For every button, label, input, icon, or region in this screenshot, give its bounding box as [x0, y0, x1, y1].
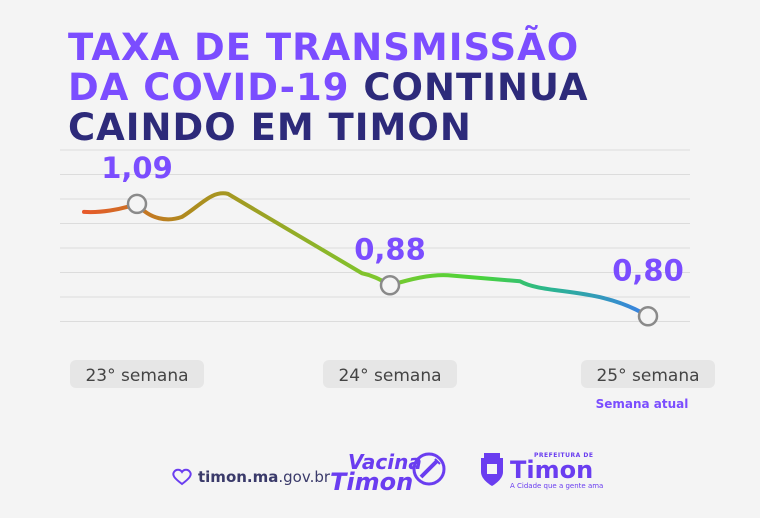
data-point-marker: [637, 306, 659, 327]
category-label: 25° semana: [596, 366, 699, 386]
website-text: timon.ma.gov.br: [198, 468, 331, 486]
website-link[interactable]: timon.ma.gov.br: [172, 468, 330, 486]
headline-continua: CONTINUA: [349, 66, 589, 109]
coat-of-arms-icon: [481, 453, 503, 486]
data-value-label: 1,09: [101, 151, 173, 185]
grid-lines: [60, 149, 690, 322]
category-label: 24° semana: [338, 366, 441, 386]
vacina-timon-logo: Vacina Timon: [328, 446, 448, 496]
syringe-icon: [412, 452, 446, 486]
category-pill: [581, 360, 715, 388]
headline-line-3: CAINDO EM TIMON: [68, 106, 472, 149]
prefeitura-name: Timon: [510, 456, 594, 484]
category-pill: [70, 360, 204, 388]
headline-line-1: TAXA DE TRANSMISSÃO: [68, 26, 580, 69]
prefeitura-tagline: A Cidade que a gente ama: [510, 482, 604, 490]
prefeitura-label: PREFEITURA DE: [534, 452, 594, 459]
headline: TAXA DE TRANSMISSÃO DA COVID-19 CONTINUA…: [68, 28, 588, 148]
category-label: 23° semana: [85, 366, 188, 386]
data-point-marker: [379, 275, 401, 296]
vacina-logo-line-1: Vacina: [348, 450, 422, 474]
heart-icon: [172, 468, 192, 486]
vacina-logo-line-2: Timon: [330, 468, 414, 496]
headline-line-2: DA COVID-19 CONTINUA: [68, 68, 588, 108]
prefeitura-logo: PREFEITURA DE Timon A Cidade que a gente…: [478, 450, 628, 494]
data-point-marker: [126, 193, 148, 215]
headline-covid: DA COVID-19: [68, 66, 350, 109]
current-week-note: Semana atual: [596, 397, 689, 411]
data-value-label: 0,88: [354, 232, 426, 266]
category-pill: [323, 360, 457, 388]
data-value-label: 0,80: [612, 253, 684, 287]
